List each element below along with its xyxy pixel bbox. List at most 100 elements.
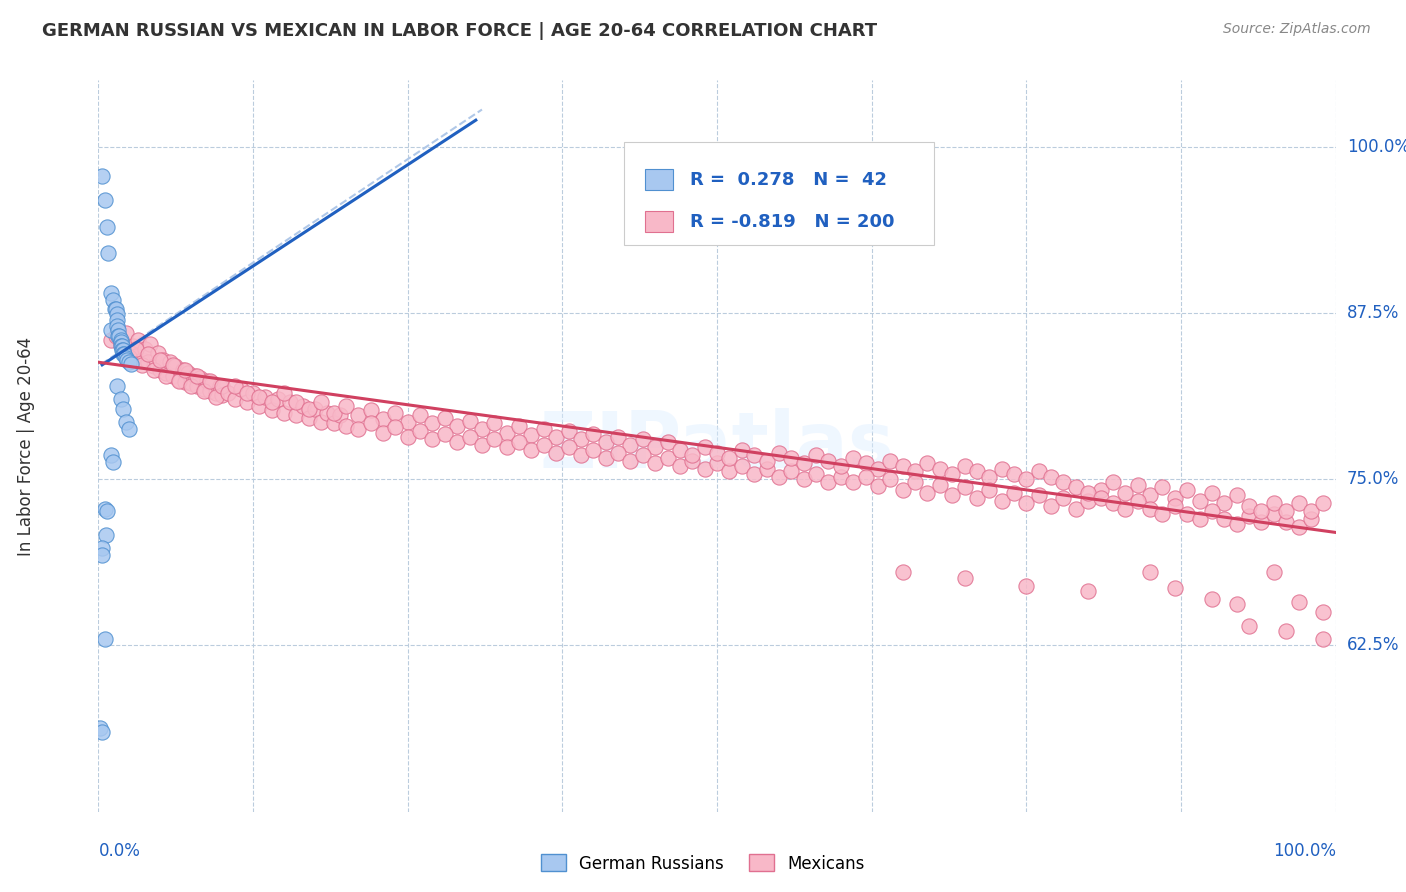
Point [866, 479, 889, 493]
Point [124, 342, 146, 356]
Point [879, 453, 901, 467]
Point [304, 401, 326, 416]
Point [260, 395, 283, 409]
Point [842, 475, 865, 489]
Point [162, 368, 184, 383]
Point [174, 363, 197, 377]
Point [110, 335, 132, 350]
Point [1213, 512, 1236, 526]
Point [100, 323, 122, 337]
Point [211, 379, 233, 393]
Point [110, 336, 132, 351]
Point [111, 343, 134, 358]
Point [1052, 475, 1074, 489]
Point [582, 442, 605, 457]
Point [111, 339, 134, 353]
Point [1052, 491, 1074, 505]
Point [855, 456, 877, 470]
Point [298, 411, 321, 425]
Point [941, 467, 963, 481]
Point [755, 461, 778, 475]
Point [1312, 605, 1334, 619]
Point [112, 342, 135, 356]
Point [167, 372, 190, 386]
Point [155, 366, 177, 380]
Point [1213, 496, 1236, 510]
Point [120, 357, 142, 371]
Point [371, 425, 394, 440]
Point [1250, 515, 1272, 529]
Point [104, 301, 127, 316]
Point [842, 450, 865, 465]
Point [1040, 469, 1063, 483]
Text: 87.5%: 87.5% [1347, 304, 1399, 322]
Point [146, 346, 169, 360]
Point [205, 390, 228, 404]
Point [112, 347, 135, 361]
Text: R = -0.819   N = 200: R = -0.819 N = 200 [690, 212, 894, 231]
Point [433, 427, 456, 442]
Point [1201, 591, 1223, 606]
Point [1164, 582, 1187, 596]
Point [495, 425, 517, 440]
Point [1226, 517, 1249, 532]
Point [114, 415, 136, 429]
Point [446, 419, 468, 434]
Point [114, 351, 136, 366]
Point [1152, 480, 1174, 494]
Point [100, 448, 122, 462]
Point [1226, 597, 1249, 611]
Point [309, 415, 332, 429]
Point [224, 379, 246, 393]
Point [582, 427, 605, 442]
Point [1114, 485, 1136, 500]
Point [180, 379, 202, 393]
Point [93, 193, 115, 207]
Point [1275, 624, 1298, 638]
Point [471, 438, 494, 452]
Point [953, 458, 976, 473]
Point [706, 445, 728, 459]
Point [291, 399, 314, 413]
Point [136, 355, 159, 369]
Point [1139, 566, 1161, 580]
Point [105, 307, 128, 321]
Point [103, 455, 125, 469]
Point [458, 414, 481, 428]
Point [595, 435, 617, 450]
Point [127, 333, 149, 347]
Point [94, 528, 117, 542]
Point [96, 504, 118, 518]
Point [644, 456, 666, 470]
Point [1263, 507, 1285, 521]
Point [855, 469, 877, 483]
Text: Source: ZipAtlas.com: Source: ZipAtlas.com [1223, 22, 1371, 37]
Point [335, 419, 357, 434]
Point [91, 548, 114, 562]
Point [208, 379, 231, 393]
Point [139, 336, 162, 351]
Point [131, 358, 153, 372]
Point [1237, 509, 1260, 524]
Point [607, 445, 630, 459]
Point [143, 359, 166, 374]
Point [176, 366, 198, 380]
Point [681, 453, 703, 467]
Point [247, 399, 270, 413]
Point [1077, 485, 1099, 500]
Point [1175, 507, 1198, 521]
Point [1015, 579, 1038, 593]
Point [131, 352, 153, 367]
Point [1040, 499, 1063, 513]
Point [112, 347, 135, 361]
Text: 100.0%: 100.0% [1347, 137, 1406, 156]
Point [917, 456, 939, 470]
Point [1090, 483, 1112, 497]
Point [114, 326, 136, 340]
Point [508, 419, 530, 434]
Point [1175, 483, 1198, 497]
Point [188, 371, 211, 385]
Point [1090, 491, 1112, 505]
Point [124, 349, 146, 363]
Point [817, 453, 839, 467]
